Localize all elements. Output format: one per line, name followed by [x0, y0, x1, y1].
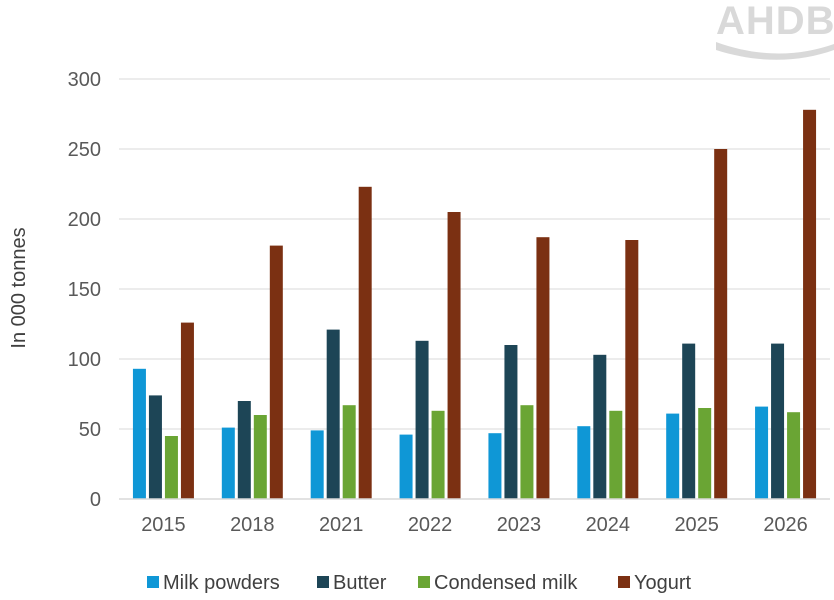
legend-label: Yogurt	[634, 572, 692, 594]
legend-swatch	[147, 576, 159, 588]
logo-swoosh	[716, 42, 834, 60]
bar-condensed-milk-2024	[609, 410, 623, 499]
bar-milk-powders-2021	[310, 430, 324, 499]
bar-yogurt-2026	[803, 109, 817, 500]
bar-milk-powders-2023	[488, 433, 502, 499]
bar-yogurt-2024	[625, 240, 639, 499]
x-axis-ticks: 2015 2018 2021 2022 2023 2024 2025 2026	[141, 514, 808, 536]
bars	[132, 109, 817, 500]
x-tick-label: 2015	[141, 514, 186, 536]
bar-butter-2022	[415, 340, 429, 499]
x-tick-label: 2018	[230, 514, 275, 536]
bar-yogurt-2025	[714, 149, 728, 499]
legend-swatch	[418, 576, 430, 588]
bar-condensed-milk-2022	[431, 410, 445, 499]
bar-butter-2018	[237, 401, 251, 499]
y-tick-label: 250	[68, 139, 101, 161]
bar-yogurt-2023	[536, 237, 550, 499]
bar-condensed-milk-2015	[164, 436, 178, 499]
bar-yogurt-2021	[358, 186, 372, 500]
x-tick-label: 2022	[408, 514, 453, 536]
bar-butter-2015	[148, 395, 162, 499]
y-axis-title: In 000 tonnes	[8, 227, 30, 348]
bar-condensed-milk-2018	[253, 415, 267, 499]
gridlines	[119, 78, 830, 430]
bar-butter-2023	[504, 345, 518, 499]
legend-label: Butter	[333, 572, 387, 594]
bar-yogurt-2015	[180, 322, 194, 499]
bar-yogurt-2022	[447, 212, 461, 499]
bar-butter-2024	[593, 354, 607, 499]
bar-butter-2025	[682, 343, 696, 499]
bar-condensed-milk-2025	[698, 408, 712, 499]
bar-milk-powders-2018	[221, 427, 235, 499]
x-tick-label: 2021	[319, 514, 364, 536]
bar-milk-powders-2022	[399, 434, 413, 499]
bar-milk-powders-2025	[666, 413, 680, 499]
x-tick-label: 2026	[763, 514, 808, 536]
bar-milk-powders-2026	[755, 406, 769, 499]
y-tick-label: 150	[68, 279, 101, 301]
bar-condensed-milk-2021	[342, 405, 356, 499]
ahdb-logo: AHDB	[716, 0, 834, 60]
legend-swatch	[317, 576, 329, 588]
x-tick-label: 2025	[674, 514, 719, 536]
bar-condensed-milk-2023	[520, 405, 534, 499]
bar-yogurt-2018	[269, 245, 283, 499]
bar-butter-2021	[326, 329, 340, 499]
logo-text: AHDB	[716, 0, 834, 43]
x-tick-label: 2023	[497, 514, 542, 536]
x-tick-label: 2024	[586, 514, 631, 536]
bar-milk-powders-2015	[132, 368, 146, 499]
legend-label: Milk powders	[163, 572, 280, 594]
y-tick-label: 300	[68, 69, 101, 91]
y-axis-ticks: 0 50 100 150 200 250 300	[68, 69, 101, 511]
bar-milk-powders-2024	[577, 426, 591, 499]
legend-swatch	[618, 576, 630, 588]
y-tick-label: 200	[68, 209, 101, 231]
legend: Milk powders Butter Condensed milk Yogurt	[147, 572, 692, 594]
bar-butter-2026	[771, 343, 785, 499]
legend-label: Condensed milk	[434, 572, 578, 594]
y-tick-label: 100	[68, 349, 101, 371]
y-tick-label: 0	[90, 489, 101, 511]
bar-condensed-milk-2026	[787, 412, 801, 499]
y-tick-label: 50	[79, 419, 101, 441]
